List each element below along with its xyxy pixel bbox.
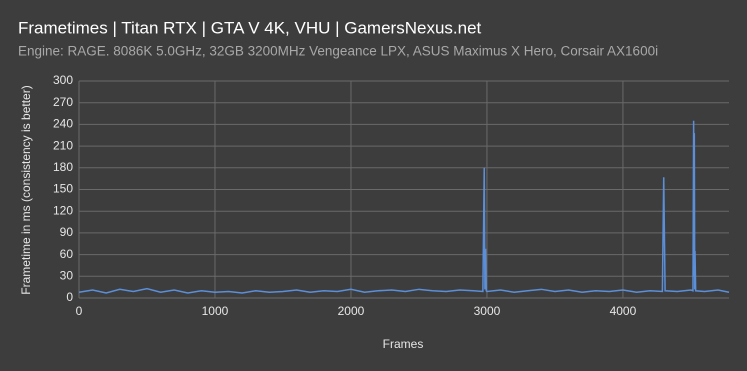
chart-subtitle: Engine: RAGE. 8086K 5.0GHz, 32GB 3200MHz… <box>18 44 658 59</box>
x-tick-label: 2000 <box>338 304 365 318</box>
x-tick-label: 4000 <box>610 304 637 318</box>
x-tick-label: 1000 <box>202 304 229 318</box>
y-tick-label: 150 <box>53 182 73 196</box>
y-axis-label: Frametime in ms (consistency is better) <box>19 85 33 294</box>
y-tick-label: 120 <box>53 203 73 217</box>
line-series <box>78 120 730 294</box>
y-tick-label: 180 <box>53 160 73 174</box>
y-tick-label: 240 <box>53 117 73 131</box>
y-tick-label: 0 <box>66 290 73 304</box>
chart-title: Frametimes | Titan RTX | GTA V 4K, VHU |… <box>18 18 482 37</box>
y-tick-label: 300 <box>53 73 73 87</box>
y-tick-label: 60 <box>60 247 74 261</box>
y-tick-label: 30 <box>60 268 74 282</box>
y-tick-label: 270 <box>53 95 73 109</box>
x-tick-label: 0 <box>76 304 83 318</box>
y-tick-label: 210 <box>53 138 73 152</box>
y-tick-label: 90 <box>60 225 74 239</box>
x-tick-label: 3000 <box>474 304 501 318</box>
x-axis-label: Frames <box>383 337 424 351</box>
